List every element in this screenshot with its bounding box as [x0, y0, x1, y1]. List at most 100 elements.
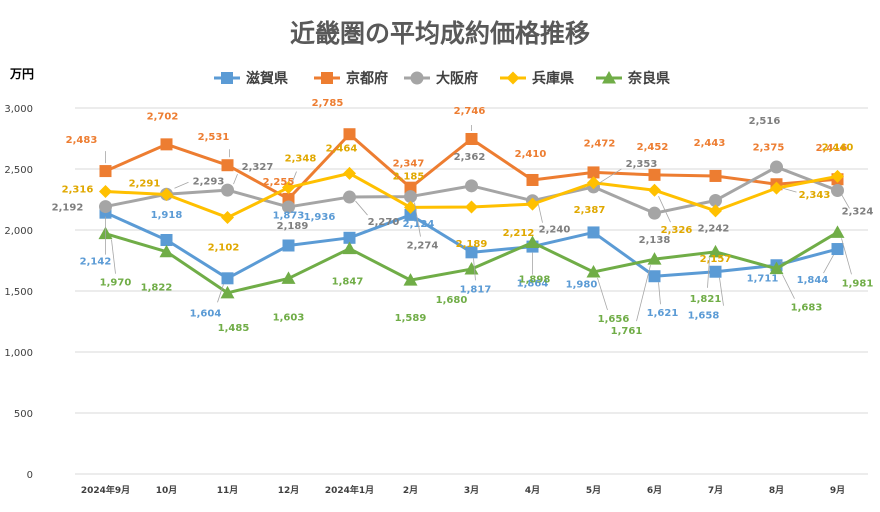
data-label: 1,822 [141, 283, 173, 294]
data-point-marker [282, 181, 295, 195]
data-label: 2,362 [454, 152, 486, 163]
data-label: 2,326 [661, 225, 693, 236]
data-label: 2,343 [799, 190, 831, 201]
data-point-marker [465, 132, 478, 145]
data-point-marker [586, 264, 601, 278]
data-point-marker [404, 208, 417, 221]
data-label: 2,375 [753, 142, 785, 153]
data-point-marker [403, 273, 418, 286]
data-label: 1,898 [519, 274, 551, 285]
data-label: 1,604 [190, 308, 222, 319]
data-label: 2,327 [242, 162, 274, 173]
data-point-marker [587, 226, 600, 239]
series-group [99, 166, 844, 225]
legend-label: 滋賀県 [246, 70, 288, 87]
data-point-marker [709, 193, 722, 207]
data-label: 1,981 [842, 278, 874, 289]
series-layer [98, 128, 845, 299]
data-label: 2,240 [539, 225, 571, 236]
x-tick-label: 4月 [525, 485, 540, 496]
data-label-leader [823, 254, 834, 274]
data-point-marker [526, 197, 539, 211]
data-point-marker [648, 183, 661, 197]
series-group [99, 160, 844, 220]
data-label: 2,452 [637, 142, 669, 153]
data-point-marker [220, 285, 235, 299]
data-label-leader [111, 239, 116, 274]
data-label: 2,353 [626, 159, 658, 170]
data-label: 2,440 [822, 142, 854, 153]
x-tick-label: 3月 [464, 485, 479, 496]
data-label-leader [597, 277, 608, 311]
gridlines [75, 107, 868, 475]
data-label: 2,410 [515, 149, 547, 160]
data-label: 1,603 [273, 312, 305, 323]
data-label-leader [292, 171, 297, 182]
data-point-marker [506, 71, 520, 85]
x-tick-label: 10月 [156, 485, 178, 496]
data-point-marker [831, 169, 844, 183]
data-point-marker [99, 165, 112, 178]
data-label: 1,658 [688, 311, 720, 322]
data-point-marker [404, 190, 417, 204]
data-point-marker [587, 166, 600, 179]
data-point-marker [648, 206, 661, 220]
legend-item: 兵庫県 [500, 70, 574, 87]
chart-title: 近畿圏の平均成約価格推移 [290, 19, 590, 48]
data-label: 1,844 [797, 275, 829, 286]
data-point-marker [160, 187, 173, 201]
data-label: 1,817 [460, 284, 492, 295]
data-label-leader [707, 257, 710, 288]
data-label-leader [414, 202, 421, 237]
x-tick-label: 2024年9月 [81, 484, 130, 496]
data-point-marker [465, 246, 478, 259]
data-point-marker [709, 169, 722, 182]
data-label-leader [538, 204, 543, 223]
y-axis-unit: 万円 [9, 67, 34, 81]
data-label-leader [719, 277, 724, 306]
data-label: 2,443 [694, 138, 726, 149]
data-point-marker [404, 200, 417, 214]
data-label-leader [233, 173, 238, 185]
data-label: 1,680 [436, 295, 468, 306]
data-label: 2,138 [639, 235, 671, 246]
data-label: 2,387 [574, 205, 606, 216]
data-point-marker [281, 271, 296, 284]
x-tick-label: 8月 [769, 485, 784, 496]
data-point-marker [465, 200, 478, 214]
data-label: 2,702 [147, 111, 179, 122]
data-point-marker [343, 231, 356, 244]
data-point-marker [770, 181, 783, 195]
data-point-marker [769, 261, 784, 275]
data-point-marker [770, 160, 783, 174]
data-label: 2,242 [698, 223, 730, 234]
series-group [98, 225, 845, 299]
data-label-leader [473, 258, 476, 281]
data-point-marker [342, 241, 357, 255]
y-axis-ticks: 0 500 1,000 1,500 2,000 2,500 3,000 [4, 104, 33, 481]
data-label-leader [217, 284, 224, 303]
data-label: 2,255 [263, 177, 295, 188]
data-point-marker [221, 72, 233, 84]
data-label: 1,656 [598, 314, 630, 325]
y-tick-label: 2,000 [4, 226, 33, 237]
data-label: 2,316 [62, 184, 94, 195]
data-point-marker [526, 173, 539, 186]
data-label: 1,485 [218, 323, 250, 334]
data-label-leader [780, 260, 783, 264]
data-point-marker [99, 184, 112, 198]
legend-item: 京都府 [314, 70, 388, 87]
x-tick-label: 12月 [278, 485, 300, 496]
data-label-leader [599, 168, 622, 184]
data-label: 2,348 [285, 154, 317, 165]
data-label: 2,293 [193, 176, 225, 187]
y-tick-label: 1,500 [4, 287, 33, 298]
series-group [99, 128, 844, 205]
x-tick-label: 2月 [403, 485, 418, 496]
data-point-marker [343, 166, 356, 180]
data-label: 2,785 [312, 98, 344, 109]
data-point-marker [282, 239, 295, 252]
data-point-marker [321, 72, 333, 84]
